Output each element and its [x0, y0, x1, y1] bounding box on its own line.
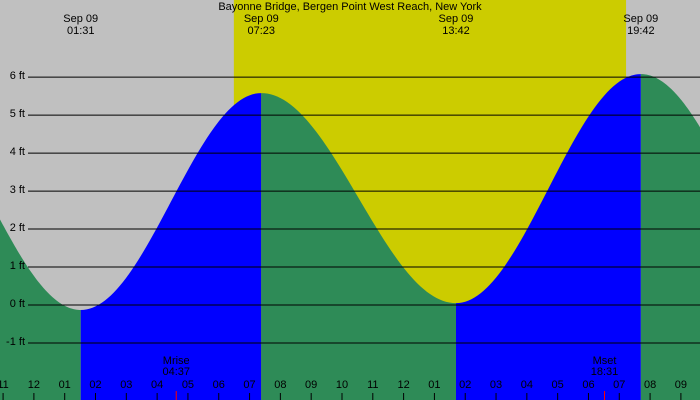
- y-tick-label: -1 ft: [6, 336, 25, 348]
- rising-tide: [80, 93, 262, 400]
- extreme-date: Sep 09: [623, 13, 658, 25]
- extreme-time: 13:42: [442, 25, 470, 37]
- x-tick-label: 09: [305, 379, 317, 391]
- x-tick-label: 02: [459, 379, 471, 391]
- x-tick-label: 06: [213, 379, 225, 391]
- x-tick-label: 04: [151, 379, 163, 391]
- falling-tide: [0, 219, 81, 400]
- y-tick-label: 0 ft: [10, 298, 25, 310]
- x-tick-label: 06: [582, 379, 594, 391]
- falling-tide: [640, 74, 700, 400]
- x-tick-label: 07: [613, 379, 625, 391]
- x-tick-label: 05: [182, 379, 194, 391]
- y-tick-label: 1 ft: [10, 260, 25, 272]
- x-tick-label: 11: [367, 379, 378, 391]
- x-tick-label: 12: [397, 379, 409, 391]
- y-tick-label: 5 ft: [10, 108, 25, 120]
- extreme-date: Sep 09: [63, 13, 98, 25]
- extreme-date: Sep 09: [439, 13, 474, 25]
- moon-time: 18:31: [591, 366, 619, 378]
- y-tick-label: 2 ft: [10, 222, 25, 234]
- moon-label: Mset: [593, 355, 617, 367]
- x-tick-label: 10: [336, 379, 348, 391]
- extreme-time: 19:42: [627, 25, 655, 37]
- extreme-date: Sep 09: [244, 13, 279, 25]
- x-tick-label: 01: [59, 379, 71, 391]
- y-tick-label: 6 ft: [10, 70, 25, 82]
- x-tick-label: 01: [428, 379, 440, 391]
- x-tick-label: 05: [552, 379, 564, 391]
- x-tick-label: 09: [675, 379, 687, 391]
- rising-tide: [455, 74, 641, 400]
- x-tick-label: 03: [490, 379, 502, 391]
- x-tick-label: 12: [28, 379, 40, 391]
- extreme-time: 01:31: [67, 25, 95, 37]
- y-tick-label: 4 ft: [10, 146, 25, 158]
- x-tick-label: 03: [120, 379, 132, 391]
- x-tick-label: 04: [521, 379, 533, 391]
- chart-title: Bayonne Bridge, Bergen Point West Reach,…: [218, 1, 482, 13]
- moon-time: 04:37: [162, 366, 190, 378]
- x-tick-label: 02: [89, 379, 101, 391]
- x-tick-label: 11: [0, 379, 9, 391]
- y-tick-label: 3 ft: [10, 184, 25, 196]
- moon-label: Mrise: [163, 355, 190, 367]
- extreme-time: 07:23: [248, 25, 276, 37]
- falling-tide: [261, 93, 456, 400]
- x-tick-label: 08: [644, 379, 656, 391]
- x-tick-label: 07: [243, 379, 255, 391]
- x-tick-label: 08: [274, 379, 286, 391]
